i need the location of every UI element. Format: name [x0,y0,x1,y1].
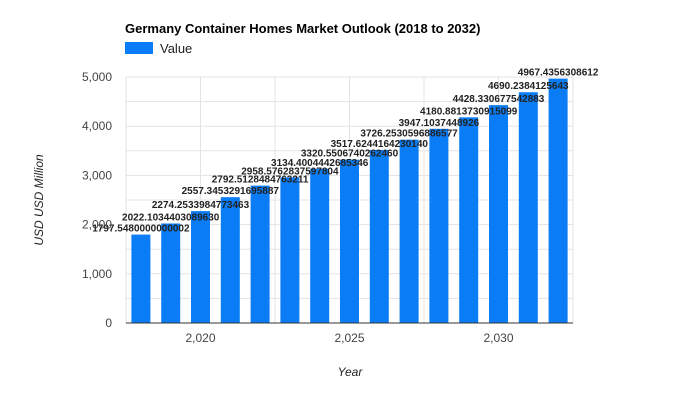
data-label: 2958.5762837597804 [241,166,339,177]
data-label: 3134.4004442685346 [271,158,369,169]
data-label: 2792.5128484763211 [212,175,309,186]
bar [548,78,568,323]
y-tick-label: 1,000 [82,267,112,281]
bar [250,185,270,323]
bar [459,117,479,324]
data-label: 2022.1034403089630 [122,213,220,224]
bar [191,211,210,323]
data-label: 4967.4356308612 [518,68,599,79]
y-tick-label: 2,000 [82,218,112,232]
bar [310,168,330,323]
y-tick-label: 0 [105,316,112,330]
data-label: 3726.2530596886577 [360,129,458,140]
data-label: 3517.6244164230140 [331,139,429,150]
bar [340,159,359,323]
x-axis-title: Year [338,365,364,379]
legend-label: Value [160,41,192,56]
x-axis-ticks: 2,020 2,025 2,030 [185,331,513,345]
x-tick-label: 2,025 [334,331,364,345]
y-tick-label: 3,000 [82,168,112,182]
bar [280,177,300,323]
data-label: 2557.3453291695887 [182,186,280,197]
data-label: 4690.2384125643 [488,81,569,92]
data-label: 4180.8813730915099 [420,106,518,117]
bar [399,139,419,323]
data-label: 3947.1037448926 [399,118,480,129]
legend-swatch [125,42,153,54]
chart-title: Germany Container Homes Market Outlook (… [125,21,480,36]
y-tick-label: 4,000 [82,119,112,133]
bar [220,197,240,323]
bar [161,223,181,323]
x-tick-label: 2,020 [185,331,215,345]
bar [489,105,508,323]
data-label: 3320.5506740262460 [301,149,399,160]
bar [131,234,151,323]
y-tick-label: 5,000 [82,70,112,84]
bar [518,92,538,324]
bar [429,128,449,323]
data-label: 4428.330677542883 [453,94,545,105]
y-axis-title: USD USD Million [32,154,46,246]
bars [131,78,568,324]
bar [369,149,389,323]
data-label: 2274.2533984773463 [152,200,250,211]
x-tick-label: 2,030 [483,331,513,345]
data-label: 1797.5480000000002 [92,224,190,235]
y-axis-ticks: 0 1,000 2,000 3,000 4,000 5,000 [82,70,112,330]
